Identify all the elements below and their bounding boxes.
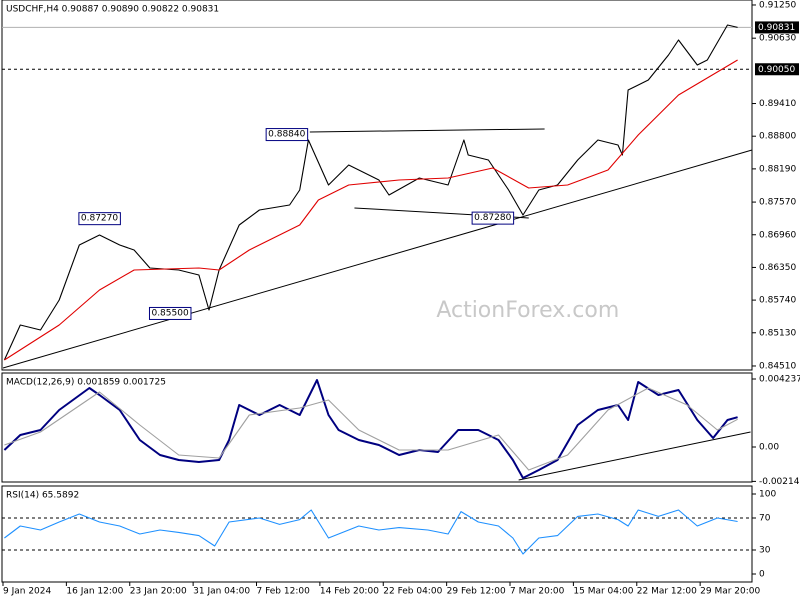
- price-tag: [755, 63, 799, 76]
- annotation-label: 0.87270: [81, 214, 118, 224]
- annotation-box: [471, 211, 515, 225]
- y-tick-label: 0.004237: [759, 374, 800, 384]
- annotation-label: 0.88840: [268, 130, 305, 140]
- panel-frame: [1, 485, 753, 583]
- y-tick-label: 70: [759, 514, 771, 524]
- x-tick-label: 15 Mar 04:00: [573, 587, 633, 597]
- y-tick-label: 0.85130: [759, 328, 796, 338]
- panel-title: USDCHF,H4 0.90887 0.90890 0.90822 0.9083…: [6, 5, 219, 15]
- y-tick-label: -0.002142: [759, 477, 800, 487]
- y-tick-label: 0.89410: [759, 99, 796, 109]
- y-tick-label: 100: [759, 490, 776, 500]
- annotation-box: [78, 212, 121, 226]
- annotation-box: [148, 306, 192, 320]
- panel-frame: [1, 0, 753, 371]
- x-tick-label: 16 Jan 12:00: [66, 587, 123, 597]
- x-tick-label: 22 Feb 04:00: [383, 587, 442, 597]
- panel-title: RSI(14) 65.5892: [6, 491, 79, 501]
- watermark: ActionForex.com: [436, 298, 619, 323]
- series-line: [4, 509, 738, 555]
- x-tick-label: 7 Feb 12:00: [257, 587, 311, 597]
- y-tick-label: 0.00: [759, 443, 779, 453]
- series-line: [3, 379, 738, 479]
- price-tag-label: 0.90831: [758, 23, 795, 33]
- x-tick-label: 31 Jan 04:00: [193, 587, 250, 597]
- x-tick-label: 29 Mar 20:00: [700, 587, 760, 597]
- annotation-box: [265, 128, 309, 142]
- trend-line: [2, 149, 753, 369]
- series-line: [3, 24, 738, 361]
- series-line: [4, 387, 738, 471]
- panel-frame: [1, 372, 753, 483]
- y-tick-label: 0: [759, 570, 765, 580]
- y-tick-label: 0.86350: [759, 263, 796, 273]
- x-tick-label: 7 Mar 20:00: [510, 587, 565, 597]
- y-tick-label: 30: [759, 546, 771, 556]
- y-tick-label: 0.88190: [759, 164, 796, 174]
- x-tick-label: 23 Jan 20:00: [130, 587, 187, 597]
- series-line: [4, 59, 738, 361]
- y-tick-label: 0.88800: [759, 132, 796, 142]
- trend-line: [518, 431, 751, 481]
- x-tick-label: 22 Mar 12:00: [637, 587, 697, 597]
- annotation-label: 0.85500: [151, 308, 188, 318]
- y-tick-label: 0.87570: [759, 198, 796, 208]
- y-tick-label: 0.84510: [759, 361, 796, 371]
- y-tick-label: 0.90630: [759, 34, 796, 44]
- y-tick-label: 0.91250: [759, 0, 796, 10]
- trend-line: [309, 128, 545, 133]
- panel-title: MACD(12,26,9) 0.001859 0.001725: [6, 378, 166, 388]
- x-tick-label: 29 Feb 12:00: [447, 587, 506, 597]
- price-tag: [755, 21, 799, 34]
- price-tag-label: 0.90050: [758, 65, 795, 75]
- x-tick-label: 14 Feb 20:00: [320, 587, 379, 597]
- annotation-label: 0.87280: [474, 213, 511, 223]
- x-tick-label: 9 Jan 2024: [3, 587, 51, 597]
- y-tick-label: 0.86960: [759, 230, 796, 240]
- y-tick-label: 0.85740: [759, 296, 796, 306]
